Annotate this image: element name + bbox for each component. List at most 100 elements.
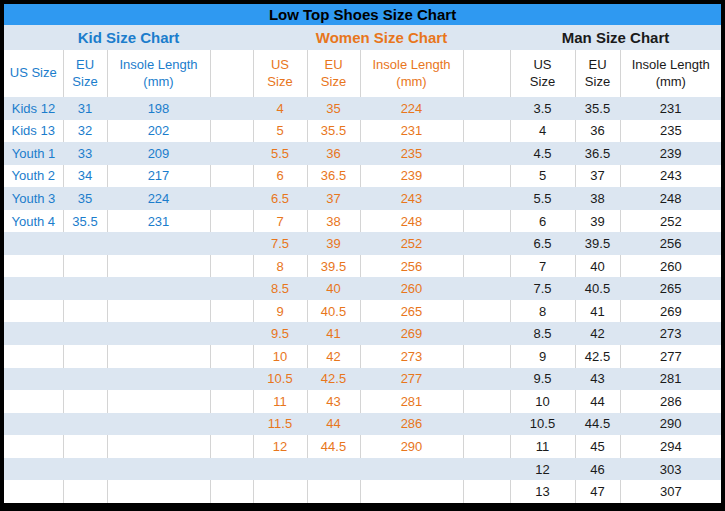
table-cell: 7.5 bbox=[253, 232, 307, 255]
table-cell bbox=[63, 345, 107, 368]
table-cell: 252 bbox=[360, 232, 463, 255]
table-cell: 5.5 bbox=[510, 187, 575, 210]
table-cell: 256 bbox=[620, 232, 721, 255]
spacer-cell bbox=[210, 165, 253, 188]
title-row: Low Top Shoes Size Chart bbox=[4, 4, 721, 25]
table-cell: Kids 12 bbox=[4, 97, 63, 120]
table-row: 7.5392526.539.5256 bbox=[4, 232, 721, 255]
table-cell: 260 bbox=[360, 277, 463, 300]
table-cell bbox=[107, 322, 210, 345]
spacer-cell bbox=[210, 322, 253, 345]
table-cell: 273 bbox=[620, 322, 721, 345]
table-cell: 35.5 bbox=[575, 97, 620, 120]
spacer-cell bbox=[463, 142, 510, 165]
table-cell: 36 bbox=[575, 120, 620, 143]
table-cell: 290 bbox=[620, 413, 721, 436]
table-cell: 248 bbox=[620, 187, 721, 210]
table-cell: 224 bbox=[107, 187, 210, 210]
spacer-cell bbox=[210, 300, 253, 323]
table-cell: 5 bbox=[510, 165, 575, 188]
table-cell bbox=[4, 255, 63, 278]
table-cell: 286 bbox=[360, 413, 463, 436]
spacer-cell bbox=[463, 165, 510, 188]
table-cell bbox=[63, 458, 107, 481]
table-cell bbox=[4, 458, 63, 481]
table-cell: 260 bbox=[620, 255, 721, 278]
table-cell: 34 bbox=[63, 165, 107, 188]
table-cell bbox=[63, 413, 107, 436]
table-cell: 12 bbox=[253, 435, 307, 458]
table-cell: 37 bbox=[575, 165, 620, 188]
table-cell bbox=[360, 480, 463, 503]
table-cell: 231 bbox=[107, 210, 210, 233]
table-cell bbox=[107, 390, 210, 413]
section-header-row: Kid Size Chart Women Size Chart Man Size… bbox=[4, 25, 721, 50]
table-cell bbox=[63, 255, 107, 278]
table-cell bbox=[4, 232, 63, 255]
table-cell: 239 bbox=[360, 165, 463, 188]
table-cell: 6 bbox=[510, 210, 575, 233]
column-header: US Size bbox=[4, 50, 63, 97]
table-cell: 11 bbox=[253, 390, 307, 413]
table-cell: 248 bbox=[360, 210, 463, 233]
table-cell: 40 bbox=[307, 277, 360, 300]
spacer-cell bbox=[463, 368, 510, 391]
column-header: USSize bbox=[510, 50, 575, 97]
table-row: 11.54428610.544.5290 bbox=[4, 413, 721, 436]
table-cell: 235 bbox=[360, 142, 463, 165]
spacer-cell bbox=[463, 435, 510, 458]
spacer-cell bbox=[210, 277, 253, 300]
table-cell: 294 bbox=[620, 435, 721, 458]
table-cell: 35 bbox=[63, 187, 107, 210]
table-cell bbox=[63, 300, 107, 323]
table-row: 1347307 bbox=[4, 480, 721, 503]
table-cell: Youth 2 bbox=[4, 165, 63, 188]
size-chart: Low Top Shoes Size Chart Kid Size Chart … bbox=[0, 0, 725, 511]
table-row: 839.5256740260 bbox=[4, 255, 721, 278]
spacer-cell bbox=[463, 97, 510, 120]
table-cell: 37 bbox=[307, 187, 360, 210]
table-cell: 36 bbox=[307, 142, 360, 165]
table-cell bbox=[107, 368, 210, 391]
table-cell: 44 bbox=[575, 390, 620, 413]
table-cell: 10.5 bbox=[510, 413, 575, 436]
spacer-cell bbox=[210, 210, 253, 233]
table-cell: 10.5 bbox=[253, 368, 307, 391]
table-cell: 40.5 bbox=[575, 277, 620, 300]
table-cell: 243 bbox=[620, 165, 721, 188]
table-cell bbox=[107, 300, 210, 323]
table-cell bbox=[360, 458, 463, 481]
table-cell: 32 bbox=[63, 120, 107, 143]
table-cell: 231 bbox=[620, 97, 721, 120]
table-cell bbox=[107, 232, 210, 255]
spacer-cell bbox=[210, 187, 253, 210]
spacer-cell bbox=[210, 413, 253, 436]
table-row: Youth 3352246.5372435.538248 bbox=[4, 187, 721, 210]
column-header: Insole Length(mm) bbox=[107, 50, 210, 97]
table-row: 8.5402607.540.5265 bbox=[4, 277, 721, 300]
table-cell: 8.5 bbox=[253, 277, 307, 300]
section-header-man: Man Size Chart bbox=[510, 25, 721, 50]
table-cell: 41 bbox=[307, 322, 360, 345]
table-cell bbox=[107, 435, 210, 458]
table-cell bbox=[4, 277, 63, 300]
table-cell: 231 bbox=[360, 120, 463, 143]
table-cell bbox=[63, 480, 107, 503]
spacer-cell bbox=[463, 187, 510, 210]
spacer-cell bbox=[210, 142, 253, 165]
spacer-cell bbox=[463, 300, 510, 323]
spacer-cell bbox=[463, 322, 510, 345]
table-cell: 33 bbox=[63, 142, 107, 165]
table-cell: 4 bbox=[253, 97, 307, 120]
table-cell bbox=[107, 277, 210, 300]
table-cell: 35 bbox=[307, 97, 360, 120]
chart-title: Low Top Shoes Size Chart bbox=[4, 4, 721, 25]
spacer-cell bbox=[463, 458, 510, 481]
table-row: 1246303 bbox=[4, 458, 721, 481]
table-cell: Youth 3 bbox=[4, 187, 63, 210]
table-cell bbox=[4, 368, 63, 391]
spacer-cell bbox=[463, 210, 510, 233]
table-cell: 6.5 bbox=[253, 187, 307, 210]
table-cell: 4 bbox=[510, 120, 575, 143]
table-cell: 307 bbox=[620, 480, 721, 503]
